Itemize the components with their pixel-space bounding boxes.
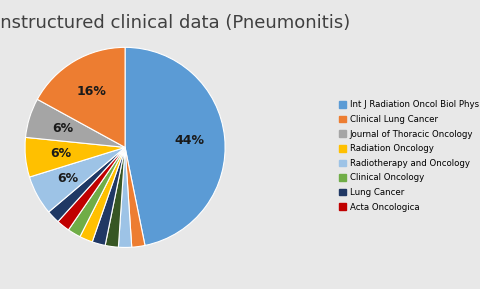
Wedge shape bbox=[118, 147, 132, 247]
Text: 6%: 6% bbox=[50, 147, 71, 160]
Text: 6%: 6% bbox=[57, 172, 78, 185]
Wedge shape bbox=[25, 99, 125, 147]
Wedge shape bbox=[48, 147, 125, 222]
Wedge shape bbox=[105, 147, 125, 247]
Wedge shape bbox=[29, 147, 125, 212]
Wedge shape bbox=[125, 147, 144, 247]
Text: Unstructured clinical data (Pneumonitis): Unstructured clinical data (Pneumonitis) bbox=[0, 14, 349, 32]
Wedge shape bbox=[80, 147, 125, 242]
Text: 16%: 16% bbox=[77, 85, 107, 98]
Legend: Int J Radiation Oncol Biol Phys, Clinical Lung Cancer, Journal of Thoracic Oncol: Int J Radiation Oncol Biol Phys, Clinica… bbox=[336, 98, 480, 214]
Wedge shape bbox=[58, 147, 125, 230]
Wedge shape bbox=[92, 147, 125, 245]
Wedge shape bbox=[37, 47, 125, 147]
Text: 44%: 44% bbox=[174, 134, 204, 147]
Wedge shape bbox=[25, 137, 125, 177]
Wedge shape bbox=[125, 47, 225, 245]
Text: 6%: 6% bbox=[52, 122, 73, 135]
Wedge shape bbox=[68, 147, 125, 237]
